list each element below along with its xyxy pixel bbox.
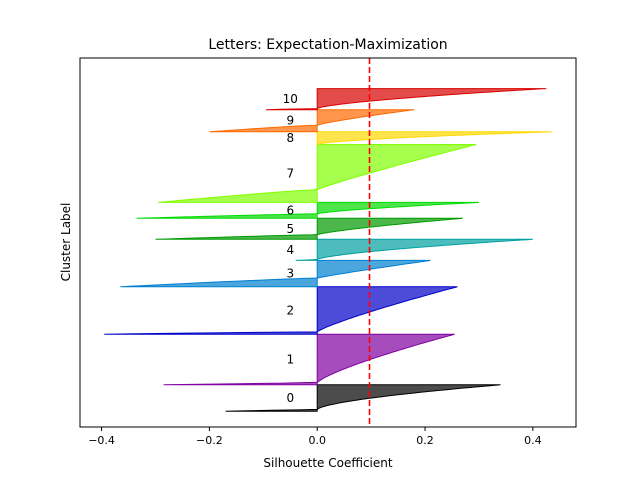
cluster-label-0: 0: [286, 391, 294, 405]
cluster-label-8: 8: [286, 131, 294, 145]
x-tick-label: 0.0: [308, 434, 326, 447]
cluster-label-5: 5: [286, 222, 294, 236]
cluster-9-silhouette: [209, 109, 415, 133]
cluster-label-9: 9: [286, 114, 294, 128]
x-axis-label: Silhouette Coefficient: [263, 456, 392, 470]
cluster-5-silhouette: [155, 217, 463, 240]
cluster-label-3: 3: [286, 267, 294, 281]
cluster-1-silhouette: [163, 333, 455, 386]
cluster-3-silhouette: [120, 259, 431, 288]
x-tick-label: 0.4: [524, 434, 542, 447]
cluster-areas: [104, 88, 552, 412]
cluster-label-1: 1: [286, 353, 294, 367]
cluster-7-silhouette: [158, 144, 477, 203]
cluster-8-silhouette: [316, 131, 552, 146]
y-axis-label: Cluster Label: [59, 203, 73, 282]
x-tick-label: −0.2: [196, 434, 223, 447]
cluster-4-silhouette: [295, 238, 533, 261]
plot-frame: [79, 57, 577, 428]
cluster-6-silhouette: [136, 201, 480, 219]
chart-title: Letters: Expectation-Maximization: [208, 37, 447, 53]
cluster-label-4: 4: [286, 243, 294, 257]
cluster-label-2: 2: [286, 304, 294, 318]
cluster-labels: 0 1 2 3 4 5 6 7 8 9 10: [283, 92, 298, 405]
cluster-2-silhouette: [104, 286, 458, 335]
x-tick-label: −0.4: [88, 434, 115, 447]
cluster-label-6: 6: [286, 203, 294, 217]
cluster-label-10: 10: [283, 92, 298, 106]
x-axis-ticks: −0.4 −0.2 0.0 0.2 0.4: [88, 427, 542, 447]
cluster-10-silhouette: [265, 88, 547, 111]
cluster-label-7: 7: [286, 166, 294, 180]
x-tick-label: 0.2: [416, 434, 434, 447]
cluster-0-silhouette: [225, 384, 501, 412]
